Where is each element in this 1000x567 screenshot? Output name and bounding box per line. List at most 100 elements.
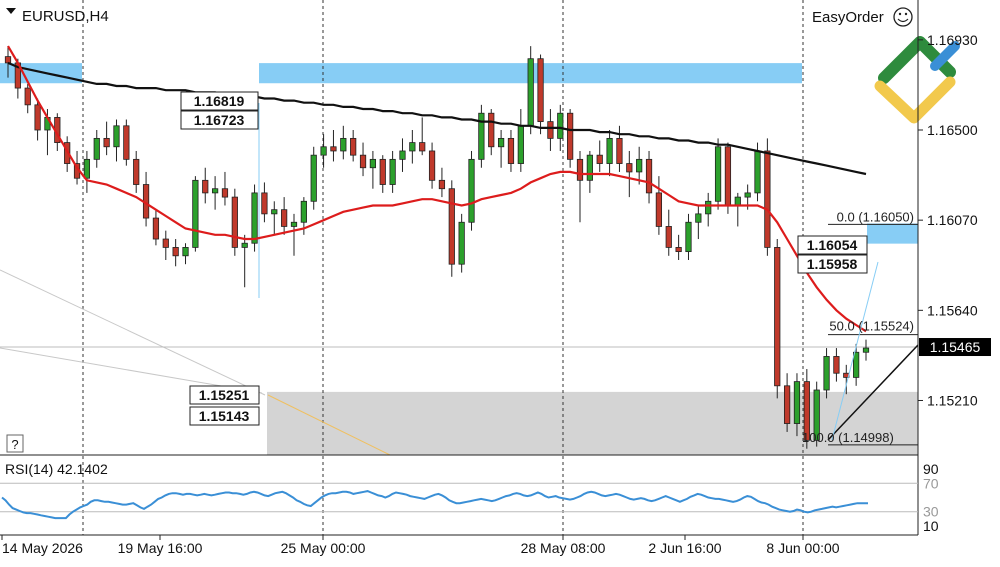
time-tick-label: 28 May 08:00: [521, 540, 606, 556]
candle-bear: [438, 179, 446, 190]
candle-bull: [251, 192, 258, 244]
candle-bear: [655, 192, 663, 227]
candle-bear: [152, 217, 160, 240]
candle-bull: [399, 150, 406, 160]
candle-bear: [774, 247, 781, 387]
rsi-line: [1, 490, 868, 520]
candle-bear: [547, 121, 554, 139]
candle-bear: [833, 356, 840, 374]
candle-bear: [428, 150, 436, 181]
candle-bull: [714, 146, 722, 202]
candle-bear: [221, 188, 229, 198]
candle-bear: [507, 137, 515, 164]
candle-bull: [754, 150, 761, 194]
candle-bear: [783, 385, 791, 424]
price-label-4: 1.15958: [807, 256, 858, 272]
current-price-tag: 1.15465: [919, 338, 991, 357]
price-label-2: 1.16723: [194, 112, 245, 128]
easyorder-button[interactable]: EasyOrder: [812, 7, 913, 27]
easyorder-label: EasyOrder: [812, 9, 884, 26]
candle-bull: [813, 389, 820, 441]
candle-bear: [379, 158, 386, 185]
candle-bear: [103, 137, 110, 148]
candle-bull: [478, 112, 485, 160]
price-tick-label: 1.16070: [927, 212, 978, 228]
candle-bear: [261, 192, 268, 215]
candle-bear: [626, 163, 633, 173]
candle-bear: [330, 146, 337, 152]
candle-bull: [409, 142, 416, 152]
candle-bear: [537, 58, 544, 123]
price-tick-label: 1.15210: [927, 392, 978, 408]
time-tick-label: 2 Jun 16:00: [648, 540, 721, 556]
orange-trend-line[interactable]: [267, 394, 391, 456]
price-axis[interactable]: 1.16930 1.16500 1.16070 1.15640 1.15210: [918, 32, 978, 409]
candle-bull: [853, 351, 860, 378]
period-separators: [82, 0, 804, 535]
zones-layer: [0, 63, 918, 455]
fib-label-50: 50.0 (1.15524): [829, 319, 914, 334]
help-icon: ?: [11, 437, 18, 452]
candle-bear: [596, 154, 603, 164]
candle-bull: [113, 125, 120, 148]
price-tick-label: 1.16930: [927, 32, 978, 48]
candle-bull: [636, 158, 643, 173]
candle-bear: [665, 226, 672, 248]
candle-bear: [448, 188, 455, 265]
time-axis[interactable]: 14 May 2026 19 May 16:00 25 May 00:00 28 Ma…: [1, 535, 840, 556]
candle-bull: [340, 137, 347, 152]
fibonacci-tool[interactable]: 0.0 (1.16050) 50.0 (1.15524) 100.0 (1.14…: [802, 209, 919, 446]
price-tick-label: 1.16500: [927, 122, 978, 138]
candle-bull: [320, 146, 327, 156]
candle-bull: [93, 137, 100, 160]
candle-bear: [675, 247, 682, 253]
broker-logo-icon: [874, 36, 960, 124]
supply-zone-left: [0, 63, 82, 84]
price-label-6: 1.15143: [199, 408, 250, 424]
candle-bear: [488, 112, 495, 148]
candle-bull: [606, 137, 613, 164]
candle-bull: [241, 242, 248, 248]
time-tick-label: 19 May 16:00: [118, 540, 203, 556]
candle-bull: [685, 221, 692, 253]
candle-bull: [83, 158, 91, 179]
fib-label-100: 100.0 (1.14998): [802, 430, 894, 445]
price-label-1: 1.16819: [194, 93, 245, 109]
candle-bull: [586, 154, 593, 181]
candle-bull: [557, 112, 564, 139]
candle-bull: [211, 188, 219, 194]
rsi-tick-label: 30: [923, 504, 939, 520]
smiley-icon: [893, 7, 913, 27]
price-label-boxes[interactable]: 1.16819 1.16723 1.16054 1.15958 1.15251 …: [180, 91, 868, 426]
candle-bull: [300, 200, 307, 223]
ma-fast-line: [7, 45, 867, 333]
candle-bear: [567, 112, 574, 160]
help-button[interactable]: ?: [6, 434, 24, 453]
candle-bull: [468, 158, 475, 223]
candle-bear: [803, 381, 810, 441]
candle-bear: [645, 158, 653, 194]
dropdown-triangle-icon[interactable]: [6, 8, 16, 14]
candle-bull: [290, 221, 298, 227]
ma-slow-line: [7, 61, 867, 176]
fib-label-0: 0.0 (1.16050): [837, 209, 914, 224]
candle-bear: [616, 137, 623, 164]
rsi-title: RSI(14) 42.1402: [5, 461, 108, 477]
candle-bear: [202, 179, 209, 194]
time-tick-label: 25 May 00:00: [281, 540, 366, 556]
candle-bull: [310, 154, 317, 202]
fib-blue-diagonal: [831, 261, 879, 441]
candle-bear: [231, 196, 238, 248]
demand-zone: [267, 391, 918, 455]
price-label-5: 1.15251: [199, 387, 250, 403]
candle-bull: [744, 192, 751, 198]
supply-zone-right: [867, 223, 918, 244]
candle-bull: [823, 356, 830, 391]
candle-bull: [458, 221, 465, 265]
rsi-tick-label: 10: [923, 518, 939, 534]
candle-bear: [123, 125, 130, 160]
